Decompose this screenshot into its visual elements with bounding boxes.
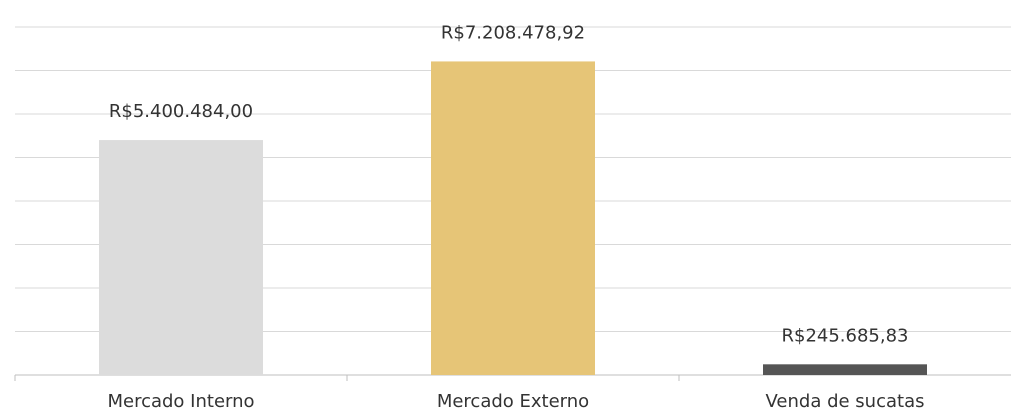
data-label: R$5.400.484,00 — [109, 101, 253, 122]
bar — [431, 61, 595, 376]
x-tick-label: Venda de sucatas — [766, 391, 925, 412]
bar — [99, 140, 263, 375]
x-tick-label: Mercado Externo — [437, 391, 589, 412]
bar — [763, 364, 927, 375]
data-label: R$245.685,83 — [781, 325, 908, 346]
data-label: R$7.208.478,92 — [441, 22, 585, 43]
x-tick-label: Mercado Interno — [107, 391, 254, 412]
